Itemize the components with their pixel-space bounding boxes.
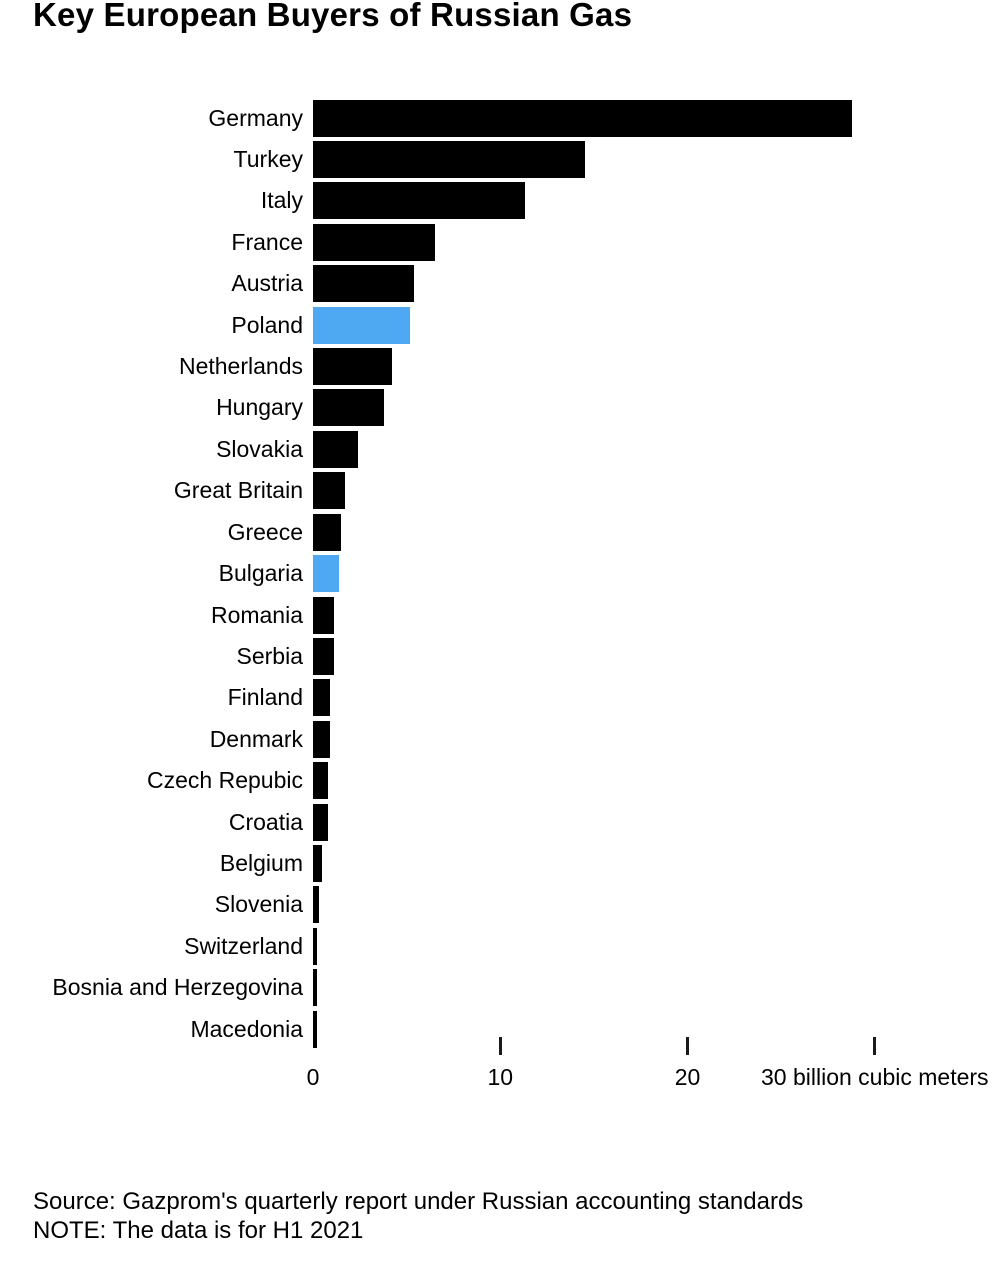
bar-row: Serbia bbox=[0, 637, 1004, 675]
category-label: Finland bbox=[227, 684, 303, 711]
bar-row: Great Britain bbox=[0, 472, 1004, 510]
bar-row: Hungary bbox=[0, 389, 1004, 427]
category-label: Hungary bbox=[216, 394, 303, 421]
x-axis-tick bbox=[498, 1037, 502, 1055]
bar-row: Netherlands bbox=[0, 348, 1004, 386]
bar-row: Slovenia bbox=[0, 886, 1004, 924]
bar-row: Czech Repubic bbox=[0, 762, 1004, 800]
bar bbox=[313, 430, 358, 468]
bar bbox=[313, 389, 384, 427]
category-label: Great Britain bbox=[173, 477, 303, 504]
bar bbox=[313, 99, 852, 137]
category-label: Romania bbox=[210, 601, 303, 628]
category-label: France bbox=[231, 228, 303, 255]
bar-row: Belgium bbox=[0, 845, 1004, 883]
bar-row: Greece bbox=[0, 513, 1004, 551]
bar bbox=[313, 637, 334, 675]
category-label: Slovenia bbox=[214, 891, 303, 918]
bar-row: Romania bbox=[0, 596, 1004, 634]
bar-row: Turkey bbox=[0, 140, 1004, 178]
category-label: Serbia bbox=[236, 642, 303, 669]
x-axis-label: 30 billion cubic meters bbox=[761, 1064, 989, 1090]
bar-row: Macedonia bbox=[0, 1010, 1004, 1048]
category-label: Slovakia bbox=[216, 435, 303, 462]
bar-row: Austria bbox=[0, 265, 1004, 303]
category-label: Croatia bbox=[228, 808, 303, 835]
category-label: Macedonia bbox=[190, 1015, 303, 1042]
x-axis-tick bbox=[873, 1037, 877, 1055]
chart-footer: Source: Gazprom's quarterly report under… bbox=[33, 1188, 803, 1245]
bar-row: Croatia bbox=[0, 803, 1004, 841]
bar bbox=[313, 306, 410, 344]
chart-title: Key European Buyers of Russian Gas bbox=[33, 0, 633, 33]
bar-row: Denmark bbox=[0, 720, 1004, 758]
note-line: NOTE: The data is for H1 2021 bbox=[33, 1216, 364, 1244]
x-axis-label: 10 bbox=[487, 1064, 514, 1090]
category-label: Czech Repubic bbox=[147, 767, 303, 794]
bar-row: Switzerland bbox=[0, 927, 1004, 965]
bar bbox=[313, 596, 334, 634]
bar bbox=[313, 472, 345, 510]
bar-row: Bulgaria bbox=[0, 555, 1004, 593]
category-label: Switzerland bbox=[184, 932, 303, 959]
bar bbox=[313, 969, 317, 1007]
source-line: Source: Gazprom's quarterly report under… bbox=[33, 1188, 804, 1215]
x-axis-tick bbox=[686, 1037, 690, 1055]
bar-row: Italy bbox=[0, 182, 1004, 220]
bar-row: Poland bbox=[0, 306, 1004, 344]
bar bbox=[313, 223, 435, 261]
x-axis-label: 0 bbox=[306, 1064, 320, 1090]
bar bbox=[313, 1010, 317, 1048]
category-label: Germany bbox=[208, 104, 303, 131]
bar bbox=[313, 927, 317, 965]
category-label: Greece bbox=[227, 518, 303, 545]
bar bbox=[313, 182, 525, 220]
category-label: Netherlands bbox=[178, 353, 303, 380]
bar-row: Bosnia and Herzegovina bbox=[0, 969, 1004, 1007]
bar-row: France bbox=[0, 223, 1004, 261]
bar bbox=[313, 803, 328, 841]
bar bbox=[313, 845, 322, 883]
category-label: Belgium bbox=[219, 850, 303, 877]
bar-row: Germany bbox=[0, 99, 1004, 137]
bar bbox=[313, 720, 330, 758]
bar bbox=[313, 555, 339, 593]
category-label: Turkey bbox=[233, 145, 303, 172]
bar bbox=[313, 348, 392, 386]
bar bbox=[313, 513, 341, 551]
x-axis-label: 20 bbox=[674, 1064, 701, 1090]
category-label: Denmark bbox=[209, 725, 303, 752]
bar-row: Finland bbox=[0, 679, 1004, 717]
category-label: Italy bbox=[260, 187, 303, 214]
bar bbox=[313, 762, 328, 800]
bar bbox=[313, 679, 330, 717]
category-label: Bosnia and Herzegovina bbox=[52, 974, 303, 1001]
category-label: Bulgaria bbox=[218, 560, 303, 587]
bar bbox=[313, 265, 414, 303]
bar-row: Slovakia bbox=[0, 430, 1004, 468]
bar bbox=[313, 886, 319, 924]
bar bbox=[313, 140, 585, 178]
category-label: Poland bbox=[231, 311, 303, 338]
category-label: Austria bbox=[231, 270, 303, 297]
